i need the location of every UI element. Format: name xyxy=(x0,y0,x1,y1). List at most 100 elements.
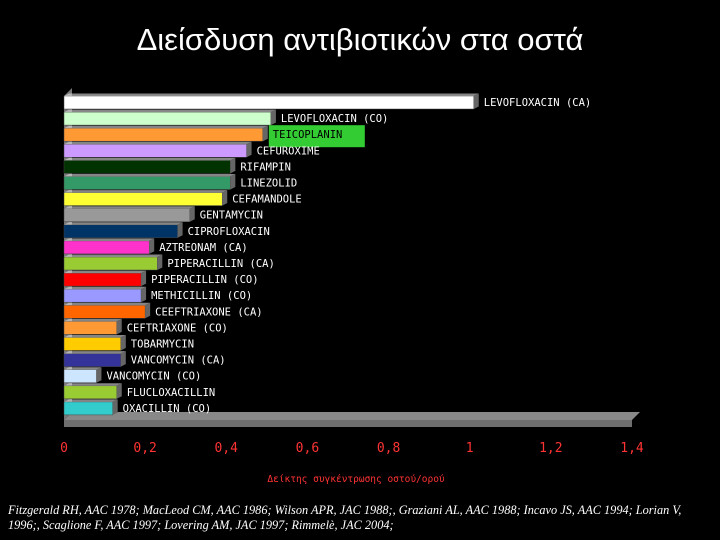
bar-ceftriaxone-co-label: CEFTRIAXONE (CO) xyxy=(127,322,228,334)
bar-cefuroxime-end xyxy=(246,141,252,158)
bar-cefuroxime: CEFUROXIME xyxy=(63,141,320,158)
bar-piperacillin-co: PIPERACILLIN (CO) xyxy=(63,270,259,287)
bar-levofloxacin-ca-top xyxy=(64,93,479,96)
bar-aztreonam-ca: AZTREONAM (CA) xyxy=(63,238,248,255)
bar-methicillin-co-label: METHICILLIN (CO) xyxy=(151,290,252,302)
bar-teicoplanin-face xyxy=(63,127,264,142)
chart-floor-front xyxy=(64,420,632,427)
bar-ceeftriaxone-ca-face xyxy=(63,305,146,319)
bar-vancomycin-co: VANCOMYCIN (CO) xyxy=(63,367,201,383)
bar-cefamandole-face xyxy=(63,192,223,206)
bar-levofloxacin-ca: LEVOFLOXACIN (CA) xyxy=(63,93,591,110)
bar-vancomycin-ca-end xyxy=(120,351,126,367)
bar-piperacillin-ca-face xyxy=(63,256,158,271)
bar-piperacillin-ca-end xyxy=(157,254,163,270)
bar-flucloxacillin-top xyxy=(64,383,122,386)
bar-aztreonam-ca-end xyxy=(149,238,155,254)
bar-ceeftriaxone-ca-end xyxy=(145,302,151,319)
bar-vancomycin-co-face xyxy=(63,369,97,383)
bar-teicoplanin-label: TEICOPLANIN xyxy=(273,129,343,141)
bar-cefamandole-end xyxy=(222,190,228,206)
bar-levofloxacin-co-top xyxy=(64,109,276,113)
bar-oxacillin-co: OXACILLIN (CO) xyxy=(63,399,211,416)
bar-levofloxacin-co: LEVOFLOXACIN (CO) xyxy=(63,109,388,126)
bar-teicoplanin-top xyxy=(64,125,268,129)
bar-gentamycin-top xyxy=(64,206,195,209)
bar-ciprofloxacin: CIPROFLOXACIN xyxy=(63,222,270,239)
bar-flucloxacillin: FLUCLOXACILLIN xyxy=(63,383,216,400)
bar-gentamycin-label: GENTAMYCIN xyxy=(200,210,263,222)
bar-cefuroxime-top xyxy=(64,141,252,145)
bar-tobarmycin: TOBARMYCIN xyxy=(63,335,194,351)
bar-levofloxacin-ca-end xyxy=(473,93,479,109)
bar-rifampin-label: RIFAMPIN xyxy=(240,161,291,173)
bar-rifampin-face xyxy=(63,160,231,174)
bar-tobarmycin-end xyxy=(120,335,126,351)
bar-cefamandole: CEFAMANDOLE xyxy=(63,190,302,206)
bar-tobarmycin-label: TOBARMYCIN xyxy=(131,339,194,351)
x-tick-label: 1 xyxy=(466,441,474,456)
bar-ceeftriaxone-ca: CEEFTRIAXONE (CA) xyxy=(63,302,263,319)
bar-ceftriaxone-co-face xyxy=(63,321,117,335)
bar-vancomycin-co-end xyxy=(96,367,102,383)
highlight-box xyxy=(268,125,365,148)
bar-flucloxacillin-end xyxy=(116,383,122,399)
bar-piperacillin-co-label: PIPERACILLIN (CO) xyxy=(151,274,258,286)
bar-methicillin-co-face xyxy=(63,288,142,303)
bar-levofloxacin-ca-face xyxy=(63,95,475,110)
bar-teicoplanin: TEICOPLANIN xyxy=(63,125,365,148)
x-tick-label: 0 xyxy=(60,441,68,456)
bar-oxacillin-co-face xyxy=(63,401,113,416)
bar-ciprofloxacin-face xyxy=(63,224,178,239)
references-text: Fitzgerald RH, AAC 1978; MacLeod CM, AAC… xyxy=(8,503,682,532)
bar-tobarmycin-top xyxy=(64,335,126,338)
bar-vancomycin-ca-face xyxy=(63,353,122,367)
bars-group: LEVOFLOXACIN (CA) LEVOFLOXACIN (CO) TEICOP… xyxy=(63,93,591,416)
bar-linezolid: LINEZOLID xyxy=(63,174,297,190)
bar-levofloxacin-ca-label: LEVOFLOXACIN (CA) xyxy=(484,97,591,109)
bar-aztreonam-ca-face xyxy=(63,240,150,255)
bar-ceftriaxone-co: CEFTRIAXONE (CO) xyxy=(63,318,228,335)
bar-vancomycin-co-label: VANCOMYCIN (CO) xyxy=(106,371,201,383)
bar-linezolid-label: LINEZOLID xyxy=(240,178,297,190)
bar-levofloxacin-co-face xyxy=(63,111,272,126)
bar-ceftriaxone-co-top xyxy=(64,318,122,322)
x-tick-label: 0,2 xyxy=(133,441,156,456)
bar-gentamycin-face xyxy=(63,208,191,222)
x-tick-label: 1,2 xyxy=(539,441,562,456)
bar-teicoplanin-end xyxy=(262,125,268,142)
bar-linezolid-top xyxy=(64,174,236,177)
x-tick-labels: 0 0,2 0,4 0,6 0,8 1 1,2 1,4 xyxy=(60,441,644,456)
bar-methicillin-co-end xyxy=(141,286,147,303)
bar-aztreonam-ca-label: AZTREONAM (CA) xyxy=(159,242,248,254)
bar-ciprofloxacin-label: CIPROFLOXACIN xyxy=(188,226,270,238)
bar-flucloxacillin-label: FLUCLOXACILLIN xyxy=(127,387,216,399)
bar-ceeftriaxone-ca-label: CEEFTRIAXONE (CA) xyxy=(155,306,262,318)
bar-aztreonam-ca-top xyxy=(64,238,155,241)
bar-tobarmycin-face xyxy=(63,337,122,351)
bar-linezolid-end xyxy=(230,174,236,190)
bar-piperacillin-ca-label: PIPERACILLIN (CA) xyxy=(167,258,274,270)
chart-floor-top xyxy=(64,412,640,420)
bar-rifampin-top xyxy=(64,157,236,161)
bar-gentamycin-end xyxy=(189,206,195,222)
bar-vancomycin-ca: VANCOMYCIN (CA) xyxy=(63,351,226,367)
bar-vancomycin-ca-label: VANCOMYCIN (CA) xyxy=(131,355,226,367)
bar-vancomycin-co-top xyxy=(64,367,102,370)
bar-piperacillin-co-top xyxy=(64,270,147,274)
bar-methicillin-co-top xyxy=(64,286,147,290)
bar-linezolid-face xyxy=(63,176,231,190)
x-axis-label: Δείκτης συγκέντρωσης οστού/ορού xyxy=(267,474,445,485)
bar-cefuroxime-face xyxy=(63,144,247,158)
bar-levofloxacin-co-label: LEVOFLOXACIN (CO) xyxy=(281,113,388,125)
bar-oxacillin-co-end xyxy=(112,399,118,415)
bar-piperacillin-co-end xyxy=(141,270,147,287)
bar-cefamandole-label: CEFAMANDOLE xyxy=(232,194,302,206)
bar-rifampin: RIFAMPIN xyxy=(63,157,291,174)
bar-flucloxacillin-face xyxy=(63,385,117,400)
bar-ciprofloxacin-top xyxy=(64,222,183,225)
bar-levofloxacin-co-end xyxy=(270,109,276,126)
x-tick-label: 1,4 xyxy=(620,441,644,456)
bar-gentamycin: GENTAMYCIN xyxy=(63,206,263,222)
